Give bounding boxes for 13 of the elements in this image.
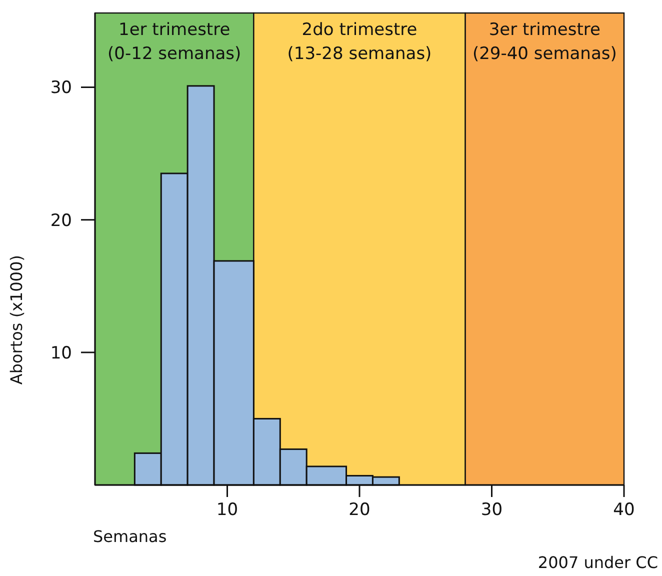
y-tick-label: 10: [50, 343, 72, 364]
x-tick-label: 10: [216, 500, 238, 520]
band-label: 1er trimestre (0-12 semanas): [108, 20, 242, 64]
y-tick-label: 20: [50, 210, 72, 231]
band-label: 3er trimestre (29-40 semanas): [472, 20, 617, 64]
y-axis-title: Abortos (x1000): [7, 254, 26, 385]
y-tick-label: 30: [50, 78, 72, 98]
x-tick-label: 40: [613, 500, 635, 520]
x-tick-label: 30: [480, 500, 503, 520]
x-tick-label: 20: [348, 500, 370, 520]
band-label: 2do trimestre (13-28 semanas): [287, 20, 432, 64]
text: 2007 under CC: [538, 553, 658, 572]
x-axis-title: Semanas: [93, 527, 167, 546]
